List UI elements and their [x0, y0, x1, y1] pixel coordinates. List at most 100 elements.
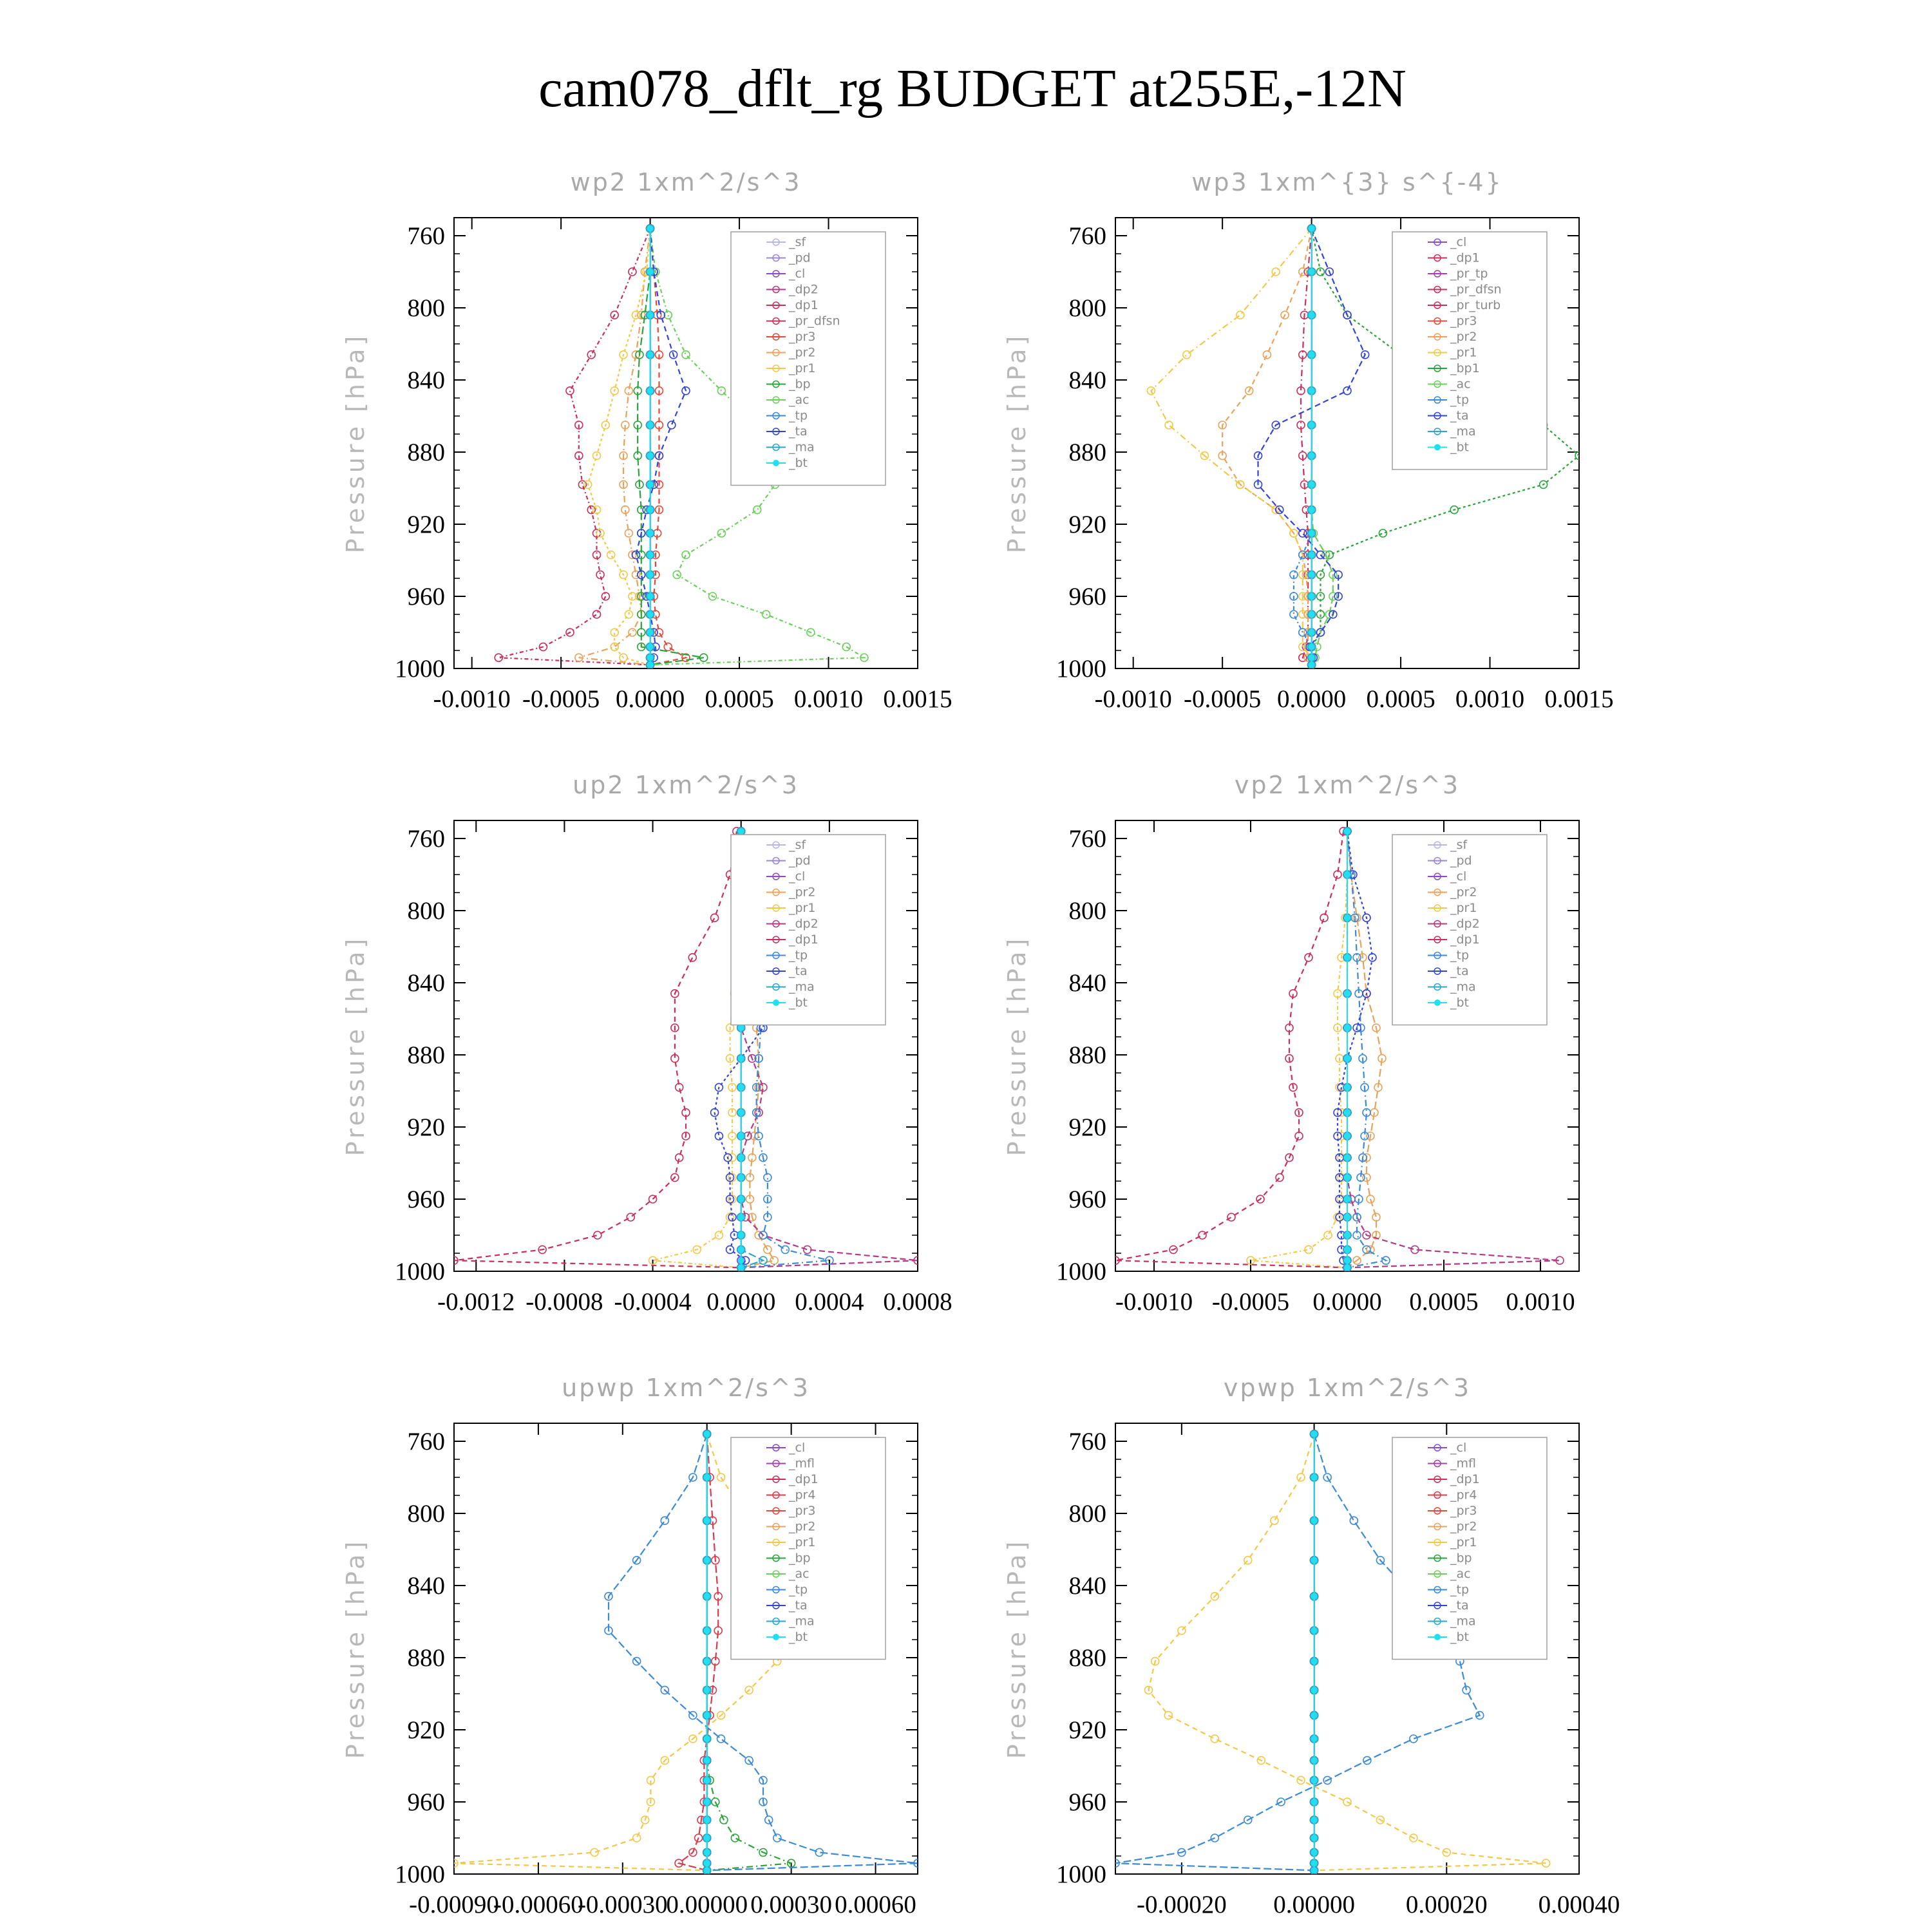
- data-point: [628, 267, 637, 276]
- data-point: [1298, 529, 1307, 538]
- x-tick-label: 0.0015: [1544, 685, 1613, 713]
- data-point: [1218, 451, 1227, 460]
- data-point: [631, 570, 641, 580]
- data-point: [1311, 1849, 1318, 1856]
- data-point: [1358, 1153, 1367, 1162]
- legend-label: _bt: [1450, 1630, 1469, 1644]
- data-point: [913, 1859, 918, 1868]
- data-point: [1344, 1174, 1350, 1181]
- data-point: [717, 529, 726, 538]
- data-point: [1344, 1246, 1350, 1253]
- legend-marker: [1434, 1539, 1441, 1546]
- legend-marker: [1434, 412, 1441, 420]
- x-tick-label: -0.00020: [1137, 1891, 1227, 1918]
- data-point: [759, 1848, 768, 1857]
- series-line: [1300, 228, 1312, 666]
- legend-label: _pr3: [1450, 1504, 1477, 1518]
- data-point: [1289, 529, 1298, 538]
- data-point: [647, 481, 654, 488]
- y-tick-label: 1000: [395, 1258, 445, 1285]
- legend-label: _bt: [788, 1630, 808, 1644]
- data-point: [1316, 592, 1325, 601]
- x-tick-label: 0.00000: [1273, 1891, 1355, 1918]
- data-point: [1304, 953, 1313, 962]
- legend-marker: [772, 333, 780, 341]
- legend-marker: [1434, 904, 1441, 912]
- data-point: [737, 1246, 744, 1253]
- data-point: [1115, 1859, 1120, 1868]
- data-point: [596, 570, 605, 580]
- series-line: [740, 831, 830, 1269]
- data-point: [763, 1195, 772, 1204]
- data-point: [636, 592, 646, 601]
- legend-box: [730, 834, 886, 1026]
- legend-label: _mfl: [788, 1457, 815, 1471]
- data-point: [610, 628, 620, 637]
- data-point: [1316, 267, 1325, 276]
- data-point: [1311, 1799, 1318, 1805]
- data-point: [737, 1025, 744, 1031]
- legend-label: _pd: [788, 854, 811, 868]
- y-tick-label: 800: [408, 897, 446, 925]
- legend-marker: [772, 888, 780, 896]
- data-point: [654, 628, 664, 637]
- data-point: [1539, 480, 1548, 489]
- legend-label: _tp: [788, 949, 808, 963]
- data-point: [1164, 1710, 1173, 1720]
- legend-marker: [772, 380, 780, 388]
- legend-marker: [772, 238, 780, 246]
- data-point: [1378, 529, 1388, 538]
- data-point: [654, 480, 664, 489]
- data-point: [624, 610, 634, 619]
- x-tick-label: -0.0012: [437, 1288, 515, 1316]
- data-point: [674, 1083, 684, 1092]
- legend-label: _cl: [788, 267, 805, 281]
- legend-label: _cl: [1450, 1441, 1466, 1455]
- data-point: [538, 1245, 547, 1255]
- data-point: [728, 1195, 737, 1204]
- data-point: [619, 451, 628, 460]
- data-point: [670, 1023, 679, 1032]
- x-tick-label: 0.0005: [1409, 1288, 1478, 1316]
- data-point: [1182, 350, 1191, 359]
- series-line: [637, 228, 704, 666]
- data-point: [601, 592, 611, 601]
- data-point: [574, 421, 583, 430]
- data-point: [454, 1859, 459, 1868]
- legend: _cl _mfl_dp1 _pr4 _pr3 _pr2_pr1 _bp_ac _tp_ta _…: [730, 1437, 886, 1660]
- data-point: [1349, 1516, 1359, 1525]
- legend-label: _sf: [788, 838, 806, 852]
- data-point: [688, 1710, 697, 1720]
- legend-label: _pr2: [788, 1520, 815, 1534]
- x-tick-label: -0.0010: [1115, 1288, 1193, 1316]
- legend-marker: [1434, 936, 1441, 943]
- series-group: [1146, 223, 1579, 668]
- data-point: [1308, 611, 1315, 618]
- x-tick-label: 0.0000: [616, 685, 685, 713]
- data-point: [1352, 1256, 1361, 1265]
- data-point: [710, 913, 719, 922]
- data-point: [1344, 990, 1350, 997]
- data-point: [692, 1245, 701, 1255]
- data-point: [1325, 267, 1334, 276]
- data-point: [714, 1592, 723, 1601]
- data-point: [1308, 387, 1315, 394]
- data-point: [1271, 421, 1281, 430]
- data-point: [632, 1656, 641, 1666]
- series-line: [1346, 831, 1388, 1269]
- data-point: [632, 1833, 641, 1842]
- legend-marker: [773, 1634, 779, 1640]
- data-point: [745, 1173, 755, 1182]
- data-point: [1177, 1848, 1186, 1857]
- legend-marker: [772, 443, 780, 451]
- legend-label: _pr1: [788, 901, 815, 915]
- y-tick-label: 800: [408, 1500, 446, 1528]
- data-point: [654, 451, 664, 460]
- data-point: [631, 310, 641, 320]
- legend-marker: [772, 254, 780, 262]
- data-point: [703, 1687, 710, 1694]
- legend-marker: [772, 365, 780, 372]
- data-point: [592, 610, 601, 619]
- data-point: [737, 1055, 744, 1062]
- data-point: [1244, 386, 1254, 395]
